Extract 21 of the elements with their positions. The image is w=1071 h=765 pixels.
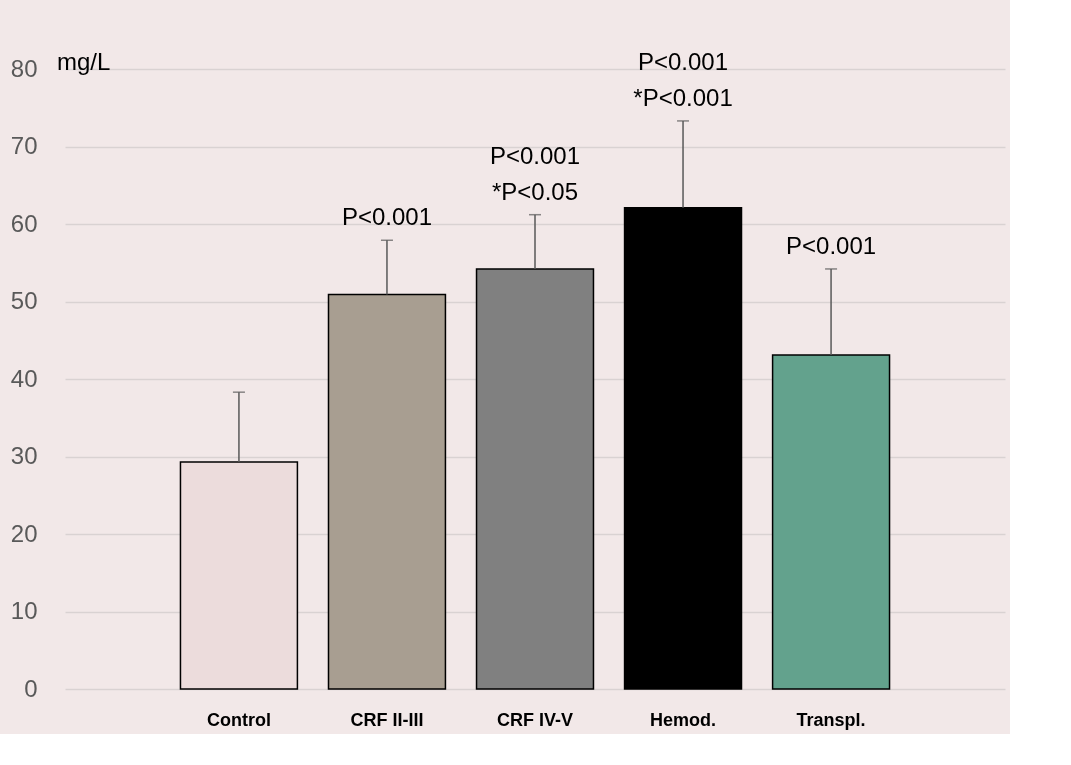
x-tick-label: Transpl. bbox=[796, 709, 866, 730]
y-tick-label: 50 bbox=[10, 287, 38, 314]
x-tick-label: Control bbox=[206, 709, 271, 730]
y-tick-label: 40 bbox=[10, 364, 38, 392]
y-axis-title: mg/L bbox=[57, 48, 111, 75]
y-tick-label: 10 bbox=[10, 597, 38, 624]
annotation: *P<0.05 bbox=[491, 177, 579, 205]
annotation: P<0.001 bbox=[489, 141, 581, 169]
y-tick-label: 60 bbox=[10, 209, 38, 237]
x-tick-label: CRF IV-V bbox=[496, 709, 574, 730]
x-tick-label: CRF II-III bbox=[350, 709, 424, 730]
annotation: P<0.001 bbox=[637, 47, 729, 75]
y-tick-label: 80 bbox=[10, 54, 38, 82]
annotation: P<0.001 bbox=[341, 203, 433, 231]
annotation: *P<0.001 bbox=[633, 83, 733, 111]
y-tick-label: 0 bbox=[24, 674, 38, 702]
y-tick-label: 70 bbox=[10, 132, 38, 159]
y-tick-label: 30 bbox=[10, 442, 38, 469]
annotation: P<0.001 bbox=[786, 231, 877, 259]
x-tick-label: Hemod. bbox=[650, 709, 717, 730]
y-tick-label: 20 bbox=[10, 519, 38, 547]
